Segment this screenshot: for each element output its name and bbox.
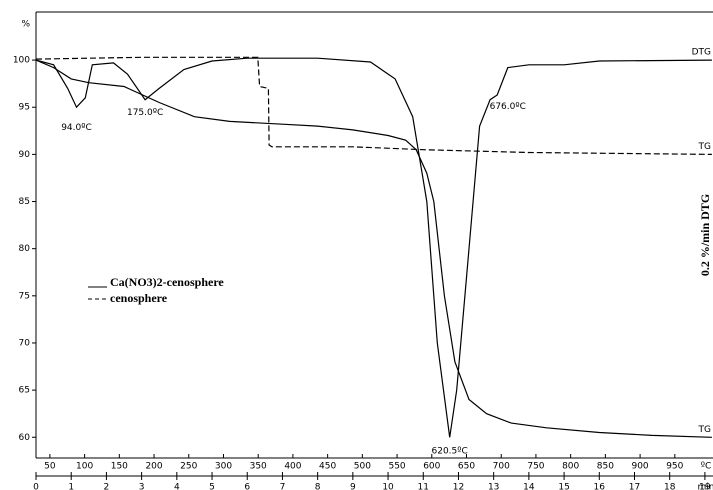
y-tick-label: 100 xyxy=(13,56,30,66)
y-tick-label: 85 xyxy=(19,197,30,207)
x-tick-label: 10 xyxy=(382,483,394,490)
annotation: 620.5ºC xyxy=(432,446,468,456)
y-tick-label: 75 xyxy=(19,291,30,301)
x-tick-label: 6 xyxy=(244,483,250,490)
x-tick-label: 8 xyxy=(315,483,321,490)
x-tick-label: 2 xyxy=(104,483,110,490)
annotation: 175.0ºC xyxy=(127,108,163,118)
x-tick-label: 12 xyxy=(453,483,464,490)
x-tick-label: 1 xyxy=(68,483,74,490)
x-tick-label: 11 xyxy=(418,483,429,490)
x2-tick-label: 100 xyxy=(76,462,93,472)
x2-tick-label: 750 xyxy=(527,462,544,472)
y-tick-label: 95 xyxy=(19,103,30,113)
line xyxy=(35,56,712,155)
x2-tick-label: 50 xyxy=(44,462,56,472)
x2-tick-label: 350 xyxy=(250,462,267,472)
x2-tick-label: 850 xyxy=(597,462,614,472)
annotation: 676.0ºC xyxy=(490,102,526,112)
x2-tick-label: 500 xyxy=(354,462,371,472)
series-label: TG xyxy=(698,142,711,152)
x2-tick-label: 550 xyxy=(388,462,405,472)
x2-tick-label: 300 xyxy=(215,462,232,472)
y-tick-label: 90 xyxy=(19,150,31,160)
x2-tick-label: 700 xyxy=(493,462,510,472)
y-unit: % xyxy=(21,20,30,30)
x-tick-label: 5 xyxy=(209,483,215,490)
series-label: DTG xyxy=(692,48,711,58)
x-tick-label: 16 xyxy=(594,483,606,490)
x2-tick-label: 900 xyxy=(631,462,648,472)
x2-tick-label: 150 xyxy=(111,462,128,472)
y-tick-label: 60 xyxy=(19,433,31,443)
x2-tick-label: 600 xyxy=(423,462,440,472)
x2-tick-label: 400 xyxy=(284,462,301,472)
x-tick-label: 7 xyxy=(280,483,286,490)
x-tick-label: 19 xyxy=(699,483,711,490)
y-tick-label: 70 xyxy=(19,338,31,348)
annotation: 94.0ºC xyxy=(61,123,92,133)
x-tick-label: 0 xyxy=(33,483,39,490)
x2-unit: ºC xyxy=(701,462,712,472)
x2-tick-label: 250 xyxy=(180,462,197,472)
x2-tick-label: 950 xyxy=(666,462,683,472)
x-unit: min xyxy=(698,483,713,490)
y-tick-label: 80 xyxy=(19,244,31,254)
x2-tick-label: 800 xyxy=(562,462,579,472)
line xyxy=(35,59,712,438)
y-tick-label: 65 xyxy=(19,386,30,396)
x2-tick-label: 650 xyxy=(458,462,475,472)
x-tick-label: 18 xyxy=(664,483,676,490)
x2-tick-label: 200 xyxy=(145,462,162,472)
x-tick-label: 17 xyxy=(629,483,640,490)
line xyxy=(35,57,712,438)
x-tick-label: 3 xyxy=(139,483,145,490)
x-tick-label: 13 xyxy=(488,483,499,490)
x-tick-label: 14 xyxy=(523,483,535,490)
side-label: 0.2 %/min DTG xyxy=(698,194,712,276)
legend-label: Ca(NO3)2-cenosphere xyxy=(110,275,224,289)
series-label: TG xyxy=(698,425,711,435)
x-tick-label: 15 xyxy=(558,483,569,490)
legend-label: cenosphere xyxy=(110,291,168,305)
x2-tick-label: 450 xyxy=(319,462,336,472)
x-tick-label: 4 xyxy=(174,483,180,490)
x-tick-label: 9 xyxy=(350,483,356,490)
